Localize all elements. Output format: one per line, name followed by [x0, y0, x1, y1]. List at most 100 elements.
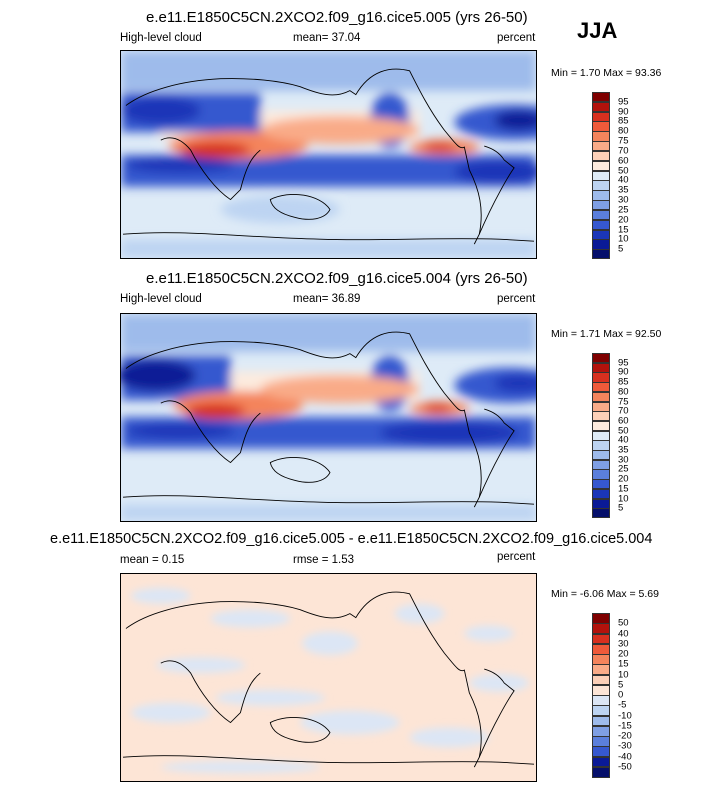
colorbar-swatch [592, 613, 610, 624]
colorbar-swatch [592, 131, 610, 142]
colorbar-swatch [592, 92, 610, 103]
colorbar-swatch [592, 498, 610, 509]
panel2-variable-label: High-level cloud [120, 293, 202, 305]
colorbar-label: 90 [618, 366, 629, 378]
colorbar-swatch [592, 200, 610, 211]
colorbar-label: -10 [618, 710, 632, 721]
colorbar-label: -30 [618, 740, 632, 752]
colorbar-swatch [592, 459, 610, 470]
colorbar-label: 40 [618, 434, 629, 446]
panel2-units-label: percent [497, 293, 536, 305]
colorbar-swatch [592, 695, 610, 706]
colorbar-label: 35 [618, 444, 629, 456]
colorbar-swatch [592, 746, 610, 757]
panel2-map [120, 313, 537, 522]
colorbar-swatch [592, 623, 610, 634]
colorbar-swatch [592, 674, 610, 686]
colorbar-label: 85 [618, 115, 629, 127]
panel3-title: e.e11.E1850C5CN.2XCO2.f09_g16.cice5.005 … [50, 531, 653, 547]
colorbar-label: 20 [618, 214, 629, 226]
colorbar-swatch [592, 382, 610, 393]
colorbar-swatch [592, 766, 610, 778]
colorbar-swatch [592, 440, 610, 451]
panel3-units-label: percent [497, 551, 536, 563]
colorbar-swatch [592, 725, 610, 737]
colorbar-label: 0 [618, 689, 624, 701]
colorbar-swatch [592, 111, 610, 122]
colorbar-label: 15 [618, 658, 629, 670]
colorbar-label: 15 [618, 483, 629, 495]
colorbar-label: 60 [618, 415, 629, 427]
colorbar-swatch [592, 643, 610, 655]
panel2-mean-label: mean= 36.89 [293, 293, 361, 305]
colorbar-label: 75 [618, 396, 629, 408]
colorbar-label: 10 [618, 493, 629, 505]
colorbar-swatch [592, 353, 610, 364]
colorbar-label: -40 [618, 751, 632, 762]
colorbar-swatch [592, 715, 610, 727]
panel1-colorbar: 95 90 85 80 75 70 60 50 40 35 30 25 20 15 10 5 [592, 92, 652, 260]
colorbar-label: 40 [618, 628, 629, 639]
colorbar-swatch [592, 141, 610, 152]
colorbar-label: 30 [618, 638, 629, 650]
colorbar-label: 75 [618, 135, 629, 147]
colorbar-label: 95 [618, 96, 629, 108]
colorbar-swatch [592, 664, 610, 675]
colorbar-swatch [592, 450, 610, 461]
colorbar-swatch [592, 633, 610, 645]
colorbar-swatch [592, 411, 610, 422]
colorbar-label: 50 [618, 425, 629, 437]
colorbar-label: 10 [618, 669, 629, 680]
colorbar-label: 50 [618, 617, 629, 629]
colorbar-swatch [592, 401, 610, 412]
colorbar-label: 70 [618, 145, 629, 157]
panel1-title: e.e11.E1850C5CN.2XCO2.f09_g16.cice5.005 … [146, 9, 528, 26]
colorbar-label: 40 [618, 174, 629, 186]
colorbar-swatch [592, 150, 610, 162]
colorbar-swatch [592, 430, 610, 441]
colorbar-swatch [592, 469, 610, 480]
colorbar-swatch [592, 101, 610, 113]
colorbar-swatch [592, 160, 610, 172]
colorbar-swatch [592, 705, 610, 716]
colorbar-label: 25 [618, 204, 629, 216]
colorbar-swatch [592, 219, 610, 231]
colorbar-label: 20 [618, 473, 629, 485]
colorbar-label: 5 [618, 679, 624, 691]
colorbar-label: -5 [618, 699, 627, 711]
colorbar-swatch [592, 684, 610, 696]
panel1-variable-label: High-level cloud [120, 32, 202, 44]
panel2-colorbar: 95 90 85 80 75 70 60 50 40 35 30 25 20 15 10 5 [592, 353, 652, 519]
panel3-colorbar: 50 40 30 20 15 10 5 0 -5 -10 -15 -20 -30 -40 -50 [592, 613, 652, 778]
panel1-map [120, 50, 537, 259]
colorbar-swatch [592, 190, 610, 201]
colorbar-swatch [592, 372, 610, 383]
colorbar-swatch [592, 209, 610, 221]
colorbar-label: 95 [618, 357, 629, 369]
colorbar-label: 50 [618, 165, 629, 177]
colorbar-swatch [592, 756, 610, 768]
panel3-rmse-label: rmse = 1.53 [293, 554, 355, 566]
panel3-minmax: Min = -6.06 Max = 5.69 [551, 588, 659, 600]
colorbar-label: 15 [618, 224, 629, 236]
colorbar-label: -50 [618, 761, 632, 773]
panel3-map [120, 573, 537, 782]
colorbar-label: 5 [618, 502, 624, 514]
colorbar-label: 25 [618, 463, 629, 475]
colorbar-swatch [592, 229, 610, 240]
panel2-title: e.e11.E1850C5CN.2XCO2.f09_g16.cice5.004 … [146, 270, 528, 287]
colorbar-swatch [592, 239, 610, 250]
panel3-mean-label: mean = 0.15 [120, 554, 185, 566]
colorbar-label: 80 [618, 125, 629, 137]
colorbar-swatch [592, 170, 610, 181]
panel1-mean-label: mean= 37.04 [293, 32, 361, 44]
colorbar-swatch [592, 362, 610, 373]
panel2-minmax: Min = 1.71 Max = 92.50 [551, 328, 662, 340]
colorbar-label: -20 [618, 730, 632, 742]
colorbar-swatch [592, 391, 610, 403]
colorbar-label: -15 [618, 720, 632, 732]
colorbar-label: 10 [618, 233, 629, 245]
colorbar-label: 20 [618, 648, 629, 660]
colorbar-label: 35 [618, 184, 629, 196]
colorbar-swatch [592, 479, 610, 490]
